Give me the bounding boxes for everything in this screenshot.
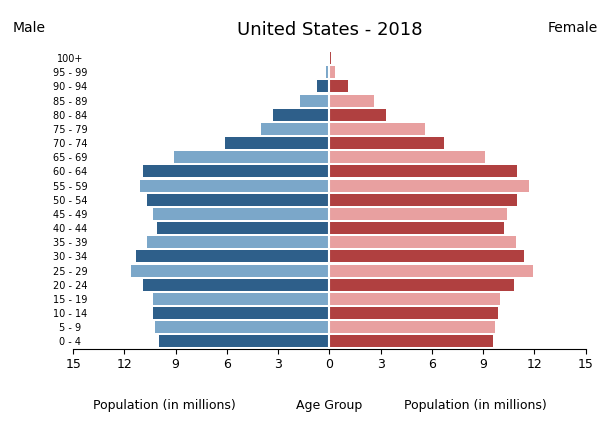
Bar: [154, 307, 329, 319]
Bar: [329, 95, 374, 107]
Bar: [329, 307, 498, 319]
Bar: [159, 335, 329, 348]
Bar: [146, 236, 329, 248]
Bar: [329, 109, 386, 121]
Bar: [154, 293, 329, 305]
Bar: [329, 279, 514, 291]
Bar: [143, 279, 329, 291]
Bar: [329, 293, 500, 305]
Bar: [329, 194, 517, 206]
Bar: [329, 180, 529, 192]
Bar: [329, 321, 495, 333]
Text: Male: Male: [12, 21, 45, 35]
Bar: [329, 250, 524, 263]
Bar: [137, 250, 329, 263]
Bar: [261, 123, 329, 135]
Bar: [329, 151, 485, 163]
Bar: [329, 264, 533, 277]
Bar: [317, 80, 329, 93]
Text: Age Group: Age Group: [296, 399, 362, 412]
Bar: [131, 264, 329, 277]
Bar: [143, 165, 329, 178]
Bar: [300, 95, 329, 107]
Bar: [329, 80, 348, 93]
Bar: [140, 180, 329, 192]
Bar: [329, 52, 331, 64]
Bar: [154, 208, 329, 220]
Bar: [329, 222, 504, 234]
Bar: [329, 165, 517, 178]
Bar: [326, 66, 329, 78]
Bar: [329, 66, 336, 78]
Bar: [174, 151, 329, 163]
Text: Population (in millions): Population (in millions): [404, 399, 547, 412]
Bar: [329, 236, 515, 248]
Bar: [329, 137, 444, 149]
Bar: [329, 335, 493, 348]
Text: United States - 2018: United States - 2018: [237, 21, 422, 39]
Text: Female: Female: [548, 21, 598, 35]
Bar: [225, 137, 329, 149]
Bar: [155, 321, 329, 333]
Bar: [273, 109, 329, 121]
Bar: [329, 123, 425, 135]
Text: Population (in millions): Population (in millions): [93, 399, 236, 412]
Bar: [157, 222, 329, 234]
Bar: [146, 194, 329, 206]
Bar: [329, 208, 507, 220]
